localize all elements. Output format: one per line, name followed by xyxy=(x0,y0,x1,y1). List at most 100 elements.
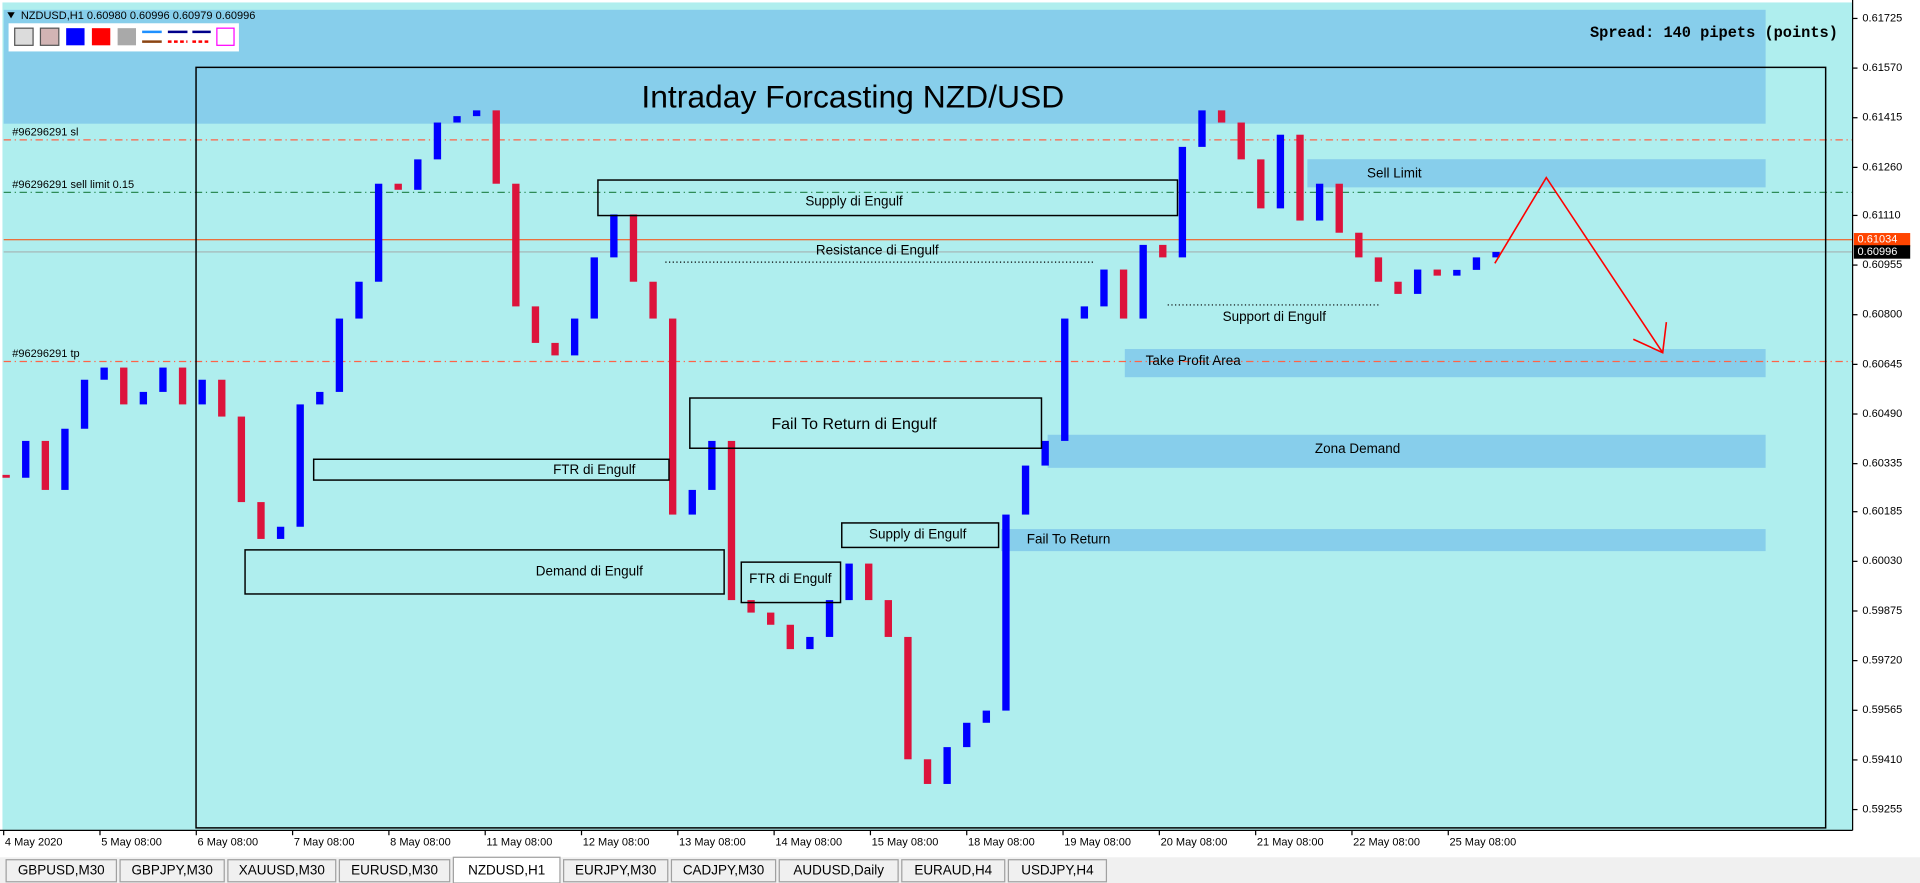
box xyxy=(597,179,1179,217)
tool-icon[interactable] xyxy=(14,27,34,46)
tool-icon[interactable] xyxy=(216,27,235,46)
candle-body xyxy=(139,391,148,405)
tab[interactable] xyxy=(5,859,118,883)
marks: #96296291 sl #96296291 sell limit 0.15 #96… xyxy=(2,110,1853,784)
candle-body xyxy=(982,710,991,723)
candle-body xyxy=(1374,257,1383,282)
order-label: #96296291 tp xyxy=(12,348,79,360)
candle-body xyxy=(159,367,167,392)
candle-body xyxy=(1276,134,1285,209)
candle-body xyxy=(276,526,285,539)
menu-triangle[interactable] xyxy=(7,12,15,19)
candle-body xyxy=(963,722,971,748)
candle-body xyxy=(1335,183,1343,233)
price-label-bg xyxy=(1853,245,1911,259)
candle-body xyxy=(570,318,579,356)
tab-label[interactable]: XAUUSD,M30 xyxy=(239,862,325,877)
candle-body xyxy=(1178,146,1187,258)
tool-icon[interactable] xyxy=(167,30,188,43)
y-tick-label: 0.61415 xyxy=(1862,112,1902,124)
candle-body xyxy=(1355,232,1363,258)
candle-body xyxy=(610,214,618,258)
y-tick-label: 0.60645 xyxy=(1862,358,1902,370)
candle-body xyxy=(747,600,755,613)
candle-body xyxy=(218,379,226,417)
tool-icon[interactable] xyxy=(142,30,162,43)
tab[interactable] xyxy=(778,859,899,883)
tool-icon[interactable] xyxy=(39,27,60,46)
tool-icon[interactable] xyxy=(91,28,111,46)
candle-body xyxy=(923,759,932,784)
tab[interactable] xyxy=(901,859,1006,883)
candle-body xyxy=(100,367,108,380)
tab-label[interactable]: USDJPY,H4 xyxy=(1021,862,1094,877)
tab-label[interactable]: NZDUSD,H1 xyxy=(468,862,545,877)
candle-body xyxy=(237,416,246,503)
candle-body xyxy=(394,183,402,190)
x-tick-label: 18 May 08:00 xyxy=(968,836,1035,848)
tab-label[interactable]: CADJPY,M30 xyxy=(683,862,764,877)
zone xyxy=(1001,529,1766,552)
candle-body xyxy=(688,489,696,515)
tab-label[interactable]: GBPJPY,M30 xyxy=(131,862,212,877)
y-tick-label: 0.60335 xyxy=(1862,458,1902,470)
chart-title: Intraday Forcasting NZD/USD xyxy=(641,79,1064,115)
box xyxy=(740,561,842,604)
x-tick-label: 13 May 08:00 xyxy=(679,836,746,848)
annotation: Resistance di Engulf xyxy=(816,243,939,258)
tool-icon[interactable] xyxy=(117,28,137,46)
spread: Spread: 140 pipets (points) xyxy=(1590,24,1838,42)
annotation: Supply di Engulf xyxy=(869,527,967,542)
tab-label[interactable]: GBPUSD,M30 xyxy=(18,862,105,877)
price-label-bg xyxy=(1853,233,1911,247)
candle-body xyxy=(865,563,873,601)
tabs: GBPUSD,M30 GBPJPY,M30 XAUUSD,M30 EURUSD,M30… xyxy=(5,856,1108,883)
y-tick-label: 0.61260 xyxy=(1862,161,1902,173)
tab[interactable] xyxy=(227,859,337,883)
price-label: 0.61034 xyxy=(1858,234,1898,246)
tab[interactable] xyxy=(670,859,777,883)
candle-body xyxy=(41,440,50,490)
candle-body xyxy=(904,636,912,760)
zone xyxy=(1307,159,1766,188)
y-tick-label: 0.60490 xyxy=(1862,408,1902,420)
tab-label[interactable]: EURUSD,M30 xyxy=(351,862,438,877)
candle-body xyxy=(786,624,794,650)
tab[interactable] xyxy=(338,859,451,883)
candle-body xyxy=(335,318,344,392)
y-tick-label: 0.59720 xyxy=(1862,655,1902,667)
x-tick-label: 5 May 08:00 xyxy=(101,836,162,848)
annotation: Sell Limit xyxy=(1367,165,1422,180)
candle-body xyxy=(1472,257,1481,270)
candle-body xyxy=(1413,269,1422,294)
tab-label[interactable]: EURJPY,M30 xyxy=(575,862,656,877)
tool-icon[interactable] xyxy=(66,28,85,46)
tab[interactable] xyxy=(452,856,561,883)
tool-icon[interactable] xyxy=(192,30,211,43)
candle-body xyxy=(1453,269,1461,276)
y-tick-label: 0.60185 xyxy=(1862,506,1902,518)
tab-label[interactable]: EURAUD,H4 xyxy=(914,862,992,877)
candle-body xyxy=(22,440,30,478)
tab[interactable] xyxy=(119,859,225,883)
candle-body xyxy=(806,636,814,650)
candle-body xyxy=(1021,465,1030,515)
tab[interactable] xyxy=(1007,859,1108,883)
tab[interactable] xyxy=(563,859,669,883)
annotation: Supply di Engulf xyxy=(805,194,903,209)
y-tick-label: 0.59565 xyxy=(1862,704,1902,716)
price-label: 0.60996 xyxy=(1858,246,1898,258)
annotation: Support di Engulf xyxy=(1223,309,1327,324)
candle-body xyxy=(453,116,461,123)
frame xyxy=(195,66,1827,829)
tab-label[interactable]: AUDUSD,Daily xyxy=(793,862,884,877)
order-label: #96296291 sell limit 0.15 xyxy=(12,179,134,191)
annotation: FTR di Engulf xyxy=(749,571,832,586)
candle-body xyxy=(1041,440,1049,466)
annotation: FTR di Engulf xyxy=(553,462,636,477)
x-tick-label: 7 May 08:00 xyxy=(294,836,355,848)
box xyxy=(312,458,670,481)
y-tick-label: 0.61110 xyxy=(1862,209,1900,221)
candle-body xyxy=(825,600,834,637)
